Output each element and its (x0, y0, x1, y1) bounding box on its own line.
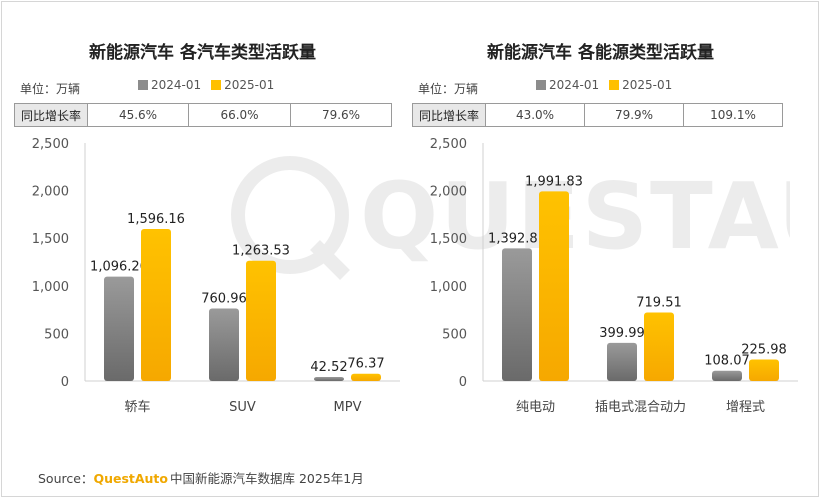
growth-rate-cell: 79.9% (584, 104, 683, 126)
panel-vehicle-type: 新能源汽车 各汽车类型活跃量 单位：万辆 2024-01 2025-01 同比增… (10, 0, 410, 440)
bar-chart-energy-type: 0 500 1,000 1,500 2,000 2,500 纯电动 1,392.81 1,991… (430, 137, 798, 415)
bar-2024-01 (502, 248, 532, 381)
growth-rate-label: 同比增长率 (15, 104, 87, 126)
y-tick-label: 0 (61, 375, 69, 390)
bar-2025-01 (246, 260, 276, 381)
data-label: 108.07 (704, 354, 750, 369)
source-note: Source：QuestAuto 中国新能源汽车数据库 2025年1月 (38, 468, 364, 487)
x-category-label: SUV (229, 400, 256, 415)
legend-label-2025: 2025-01 (224, 78, 275, 92)
bar-2024-01 (712, 370, 742, 381)
bar-2024-01 (209, 308, 239, 381)
data-label: 76.37 (347, 357, 384, 372)
bar-chart-vehicle-type: 0 500 1,000 1,500 2,000 2,500 轿车 1,096.26 1,596.… (32, 137, 400, 415)
data-label: 42.52 (310, 360, 347, 375)
bar-2025-01 (749, 359, 779, 381)
data-label: 760.96 (201, 292, 247, 307)
growth-rate-row: 同比增长率 43.0% 79.9% 109.1% (412, 103, 783, 127)
y-tick-label: 1,500 (430, 232, 467, 247)
y-tick-label: 2,500 (32, 137, 69, 152)
growth-rate-row: 同比增长率 45.6% 66.0% 79.6% (14, 103, 392, 127)
legend-swatch-2025 (609, 80, 620, 90)
data-label: 225.98 (741, 342, 787, 357)
y-tick-label: 2,500 (430, 137, 467, 152)
x-category-label: MPV (334, 400, 362, 415)
bar-2025-01 (539, 191, 569, 381)
data-label: 1,596.16 (127, 212, 185, 227)
legend-label-2025: 2025-01 (622, 78, 673, 92)
legend-swatch-2024 (138, 80, 148, 90)
chart-title: 新能源汽车 各汽车类型活跃量 (89, 43, 316, 63)
data-label: 1,991.83 (525, 174, 583, 189)
y-tick-label: 500 (44, 327, 69, 342)
x-category-label: 插电式混合动力 (595, 400, 686, 415)
bar-2025-01 (141, 229, 171, 381)
bar-2024-01 (607, 342, 637, 381)
growth-rate-cell: 109.1% (683, 104, 782, 126)
growth-rate-cell: 43.0% (485, 104, 584, 126)
y-tick-label: 1,500 (32, 232, 69, 247)
legend-swatch-2025 (211, 80, 222, 90)
source-text: 中国新能源汽车数据库 2025年1月 (170, 471, 364, 486)
source-prefix: Source： (38, 471, 94, 486)
data-label: 1,096.26 (90, 260, 148, 275)
y-tick-label: 0 (459, 375, 467, 390)
source-brand: QuestAuto (93, 471, 168, 486)
growth-rate-cell: 45.6% (87, 104, 188, 126)
bar-2025-01 (644, 312, 674, 381)
legend-item-2024: 2024-01 (138, 78, 201, 92)
data-label: 719.51 (636, 296, 682, 311)
x-category-label: 纯电动 (516, 400, 555, 415)
unit-label: 单位：万辆 (418, 82, 479, 96)
legend: 2024-01 2025-01 (536, 78, 672, 92)
y-tick-label: 2,000 (32, 185, 69, 200)
bar-2024-01 (314, 376, 344, 381)
y-tick-label: 1,000 (430, 280, 467, 295)
legend-item-2025: 2025-01 (609, 78, 672, 92)
chart-title: 新能源汽车 各能源类型活跃量 (487, 43, 714, 63)
legend-label-2024: 2024-01 (151, 78, 202, 92)
legend: 2024-01 2025-01 (138, 78, 274, 92)
x-category-label: 轿车 (124, 399, 150, 415)
growth-rate-cell: 66.0% (188, 104, 290, 126)
bar-2024-01 (104, 276, 134, 381)
growth-rate-cell: 79.6% (290, 104, 391, 126)
panel-energy-type: 新能源汽车 各能源类型活跃量 单位：万辆 2024-01 2025-01 同比增… (408, 0, 808, 440)
data-label: 1,263.53 (232, 244, 290, 259)
legend-label-2024: 2024-01 (549, 78, 600, 92)
y-tick-label: 500 (442, 327, 467, 342)
legend-item-2024: 2024-01 (536, 78, 599, 92)
y-tick-label: 2,000 (430, 185, 467, 200)
bar-2025-01 (351, 373, 381, 381)
growth-rate-label: 同比增长率 (413, 104, 485, 126)
data-label: 399.99 (599, 326, 645, 341)
legend-swatch-2024 (536, 80, 546, 90)
unit-label: 单位：万辆 (20, 82, 81, 96)
data-label: 1,392.81 (488, 231, 546, 246)
x-category-label: 增程式 (726, 400, 765, 415)
y-tick-label: 1,000 (32, 280, 69, 295)
legend-item-2025: 2025-01 (211, 78, 274, 92)
